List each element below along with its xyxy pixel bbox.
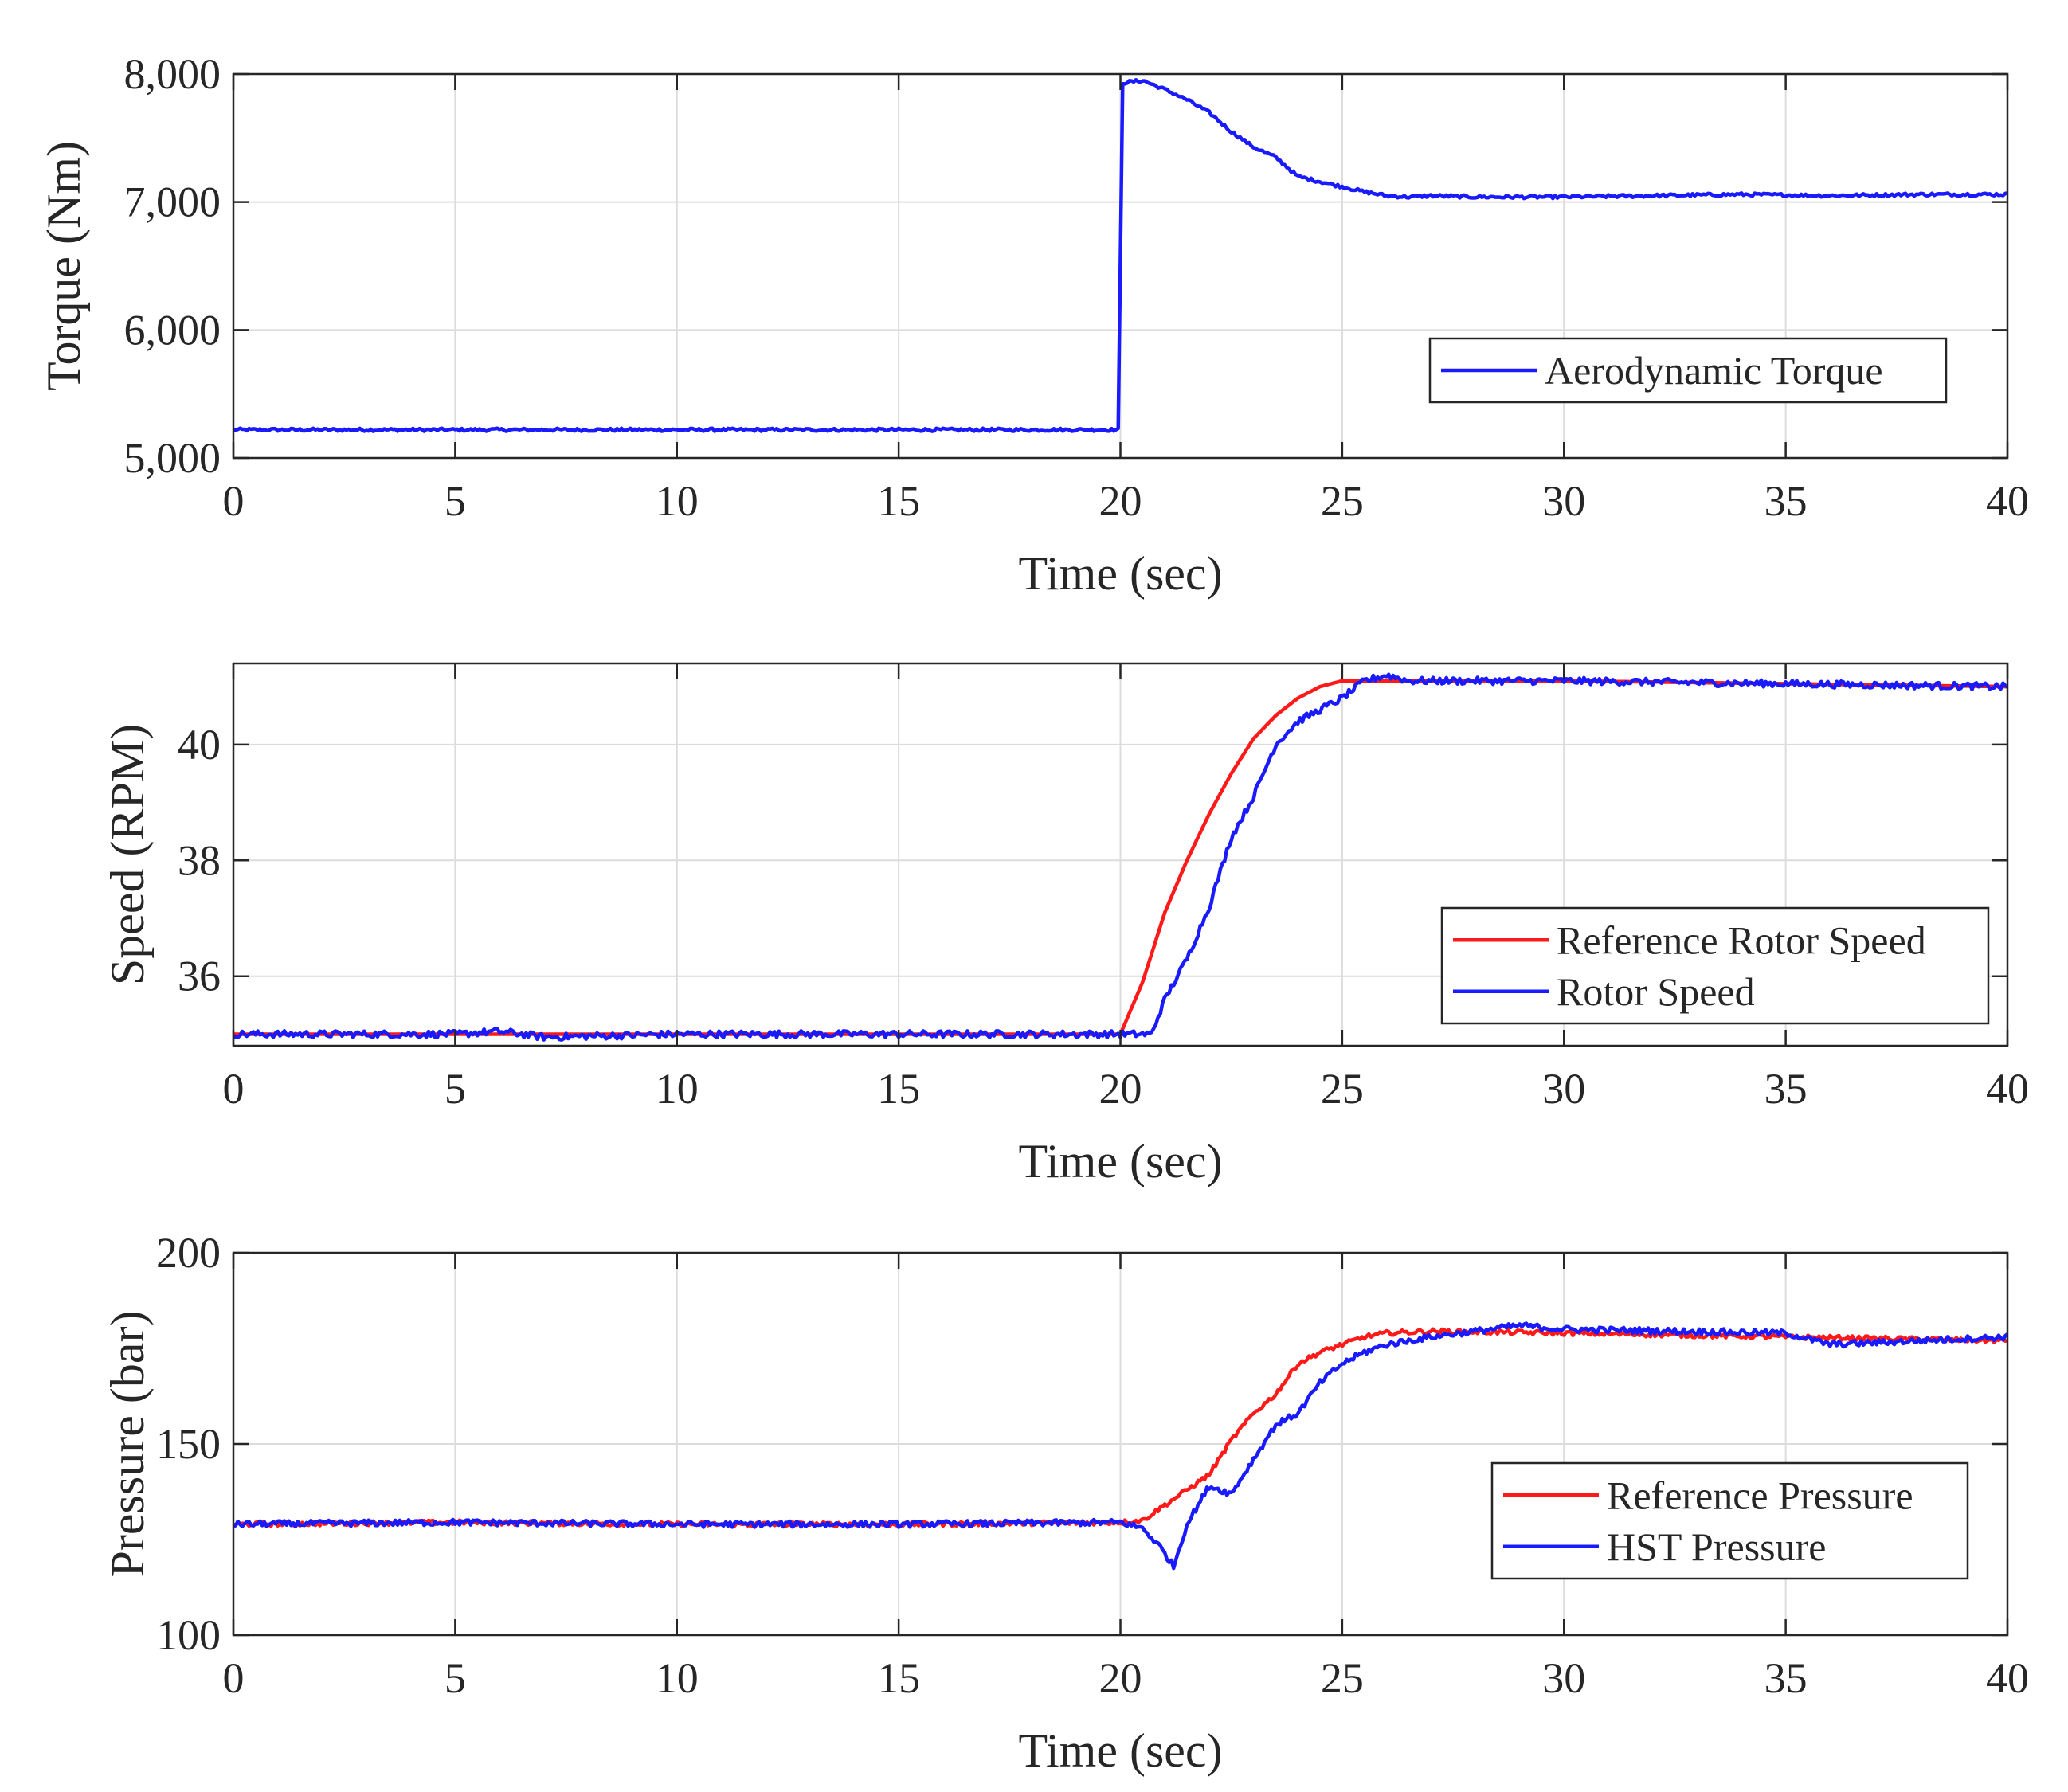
legend-label: Reference Pressure: [1607, 1473, 1913, 1517]
x-tick-label: 0: [223, 1654, 245, 1702]
y-axis-label: Torque (Nm): [37, 141, 90, 391]
x-tick-label: 20: [1099, 1654, 1142, 1702]
x-tick-label: 40: [1986, 1654, 2029, 1702]
subplot-2: 0 5 10 15 20 25 30 35 40 36 38 40 Time (sec) Speed (R…: [101, 662, 2029, 1187]
y-tick-label: 100: [156, 1611, 221, 1659]
x-tick-label: 0: [223, 1065, 245, 1113]
x-tick-label: 25: [1321, 1065, 1364, 1113]
series-line-aerodynamic-torque: [233, 78, 2007, 433]
legend-box: [1440, 906, 1990, 1025]
x-tick-label: 25: [1321, 477, 1364, 525]
y-tick-label: 38: [178, 836, 221, 884]
x-tick-label: 10: [656, 1065, 699, 1113]
legend-label: Aerodynamic Torque: [1545, 348, 1883, 393]
legend: Reference Rotor Speed Rotor Speed: [1440, 906, 1990, 1025]
legend-label: Rotor Speed: [1557, 969, 1755, 1014]
x-tick-label: 10: [656, 477, 699, 525]
legend-box: [1490, 1461, 1969, 1580]
y-tick-label: 8,000: [124, 50, 221, 98]
y-tick-label: 6,000: [124, 306, 221, 354]
x-tick-label: 5: [445, 1654, 466, 1702]
x-axis-label: Time (sec): [1018, 1724, 1222, 1777]
x-tick-label: 30: [1542, 477, 1585, 525]
y-axis-label: Speed (RPM): [101, 724, 154, 985]
x-tick-label: 35: [1764, 477, 1808, 525]
x-tick-label: 15: [877, 1654, 920, 1702]
x-axis-label: Time (sec): [1018, 1135, 1222, 1187]
x-tick-label: 35: [1764, 1065, 1808, 1113]
y-axis-label: Pressure (bar): [101, 1311, 154, 1578]
x-tick-label: 0: [223, 477, 245, 525]
x-tick-label: 10: [656, 1654, 699, 1702]
x-tick-label: 40: [1986, 1065, 2029, 1113]
x-tick-label: 15: [877, 1065, 920, 1113]
y-tick-label: 7,000: [124, 178, 221, 226]
y-tick-label: 150: [156, 1420, 221, 1468]
y-tick-label: 36: [178, 953, 221, 1000]
x-tick-label: 40: [1986, 477, 2029, 525]
legend: Reference Pressure HST Pressure: [1490, 1461, 1969, 1580]
y-tick-label: 200: [156, 1229, 221, 1277]
x-tick-label: 5: [445, 1065, 466, 1113]
x-tick-label: 25: [1321, 1654, 1364, 1702]
x-tick-label: 35: [1764, 1654, 1808, 1702]
series-line-hst-pressure: [233, 1321, 2007, 1571]
legend-label: Reference Rotor Speed: [1557, 918, 1926, 962]
x-tick-label: 30: [1542, 1654, 1585, 1702]
x-tick-label: 30: [1542, 1065, 1585, 1113]
x-tick-label: 20: [1099, 477, 1142, 525]
x-tick-label: 5: [445, 477, 466, 525]
x-tick-label: 15: [877, 477, 920, 525]
x-axis-label: Time (sec): [1018, 547, 1222, 600]
x-tick-label: 20: [1099, 1065, 1142, 1113]
legend: Aerodynamic Torque: [1428, 337, 1948, 404]
y-tick-label: 40: [178, 721, 221, 769]
subplot-3: 0 5 10 15 20 25 30 35 40 100 150 200 Time (sec) Press…: [101, 1229, 2029, 1777]
y-tick-label: 5,000: [124, 434, 221, 482]
legend-label: HST Pressure: [1607, 1524, 1826, 1569]
subplot-1: 0 5 10 15 20 25 30 35 40 5,000 6,000 7,000 8,000 Time…: [37, 50, 2029, 600]
